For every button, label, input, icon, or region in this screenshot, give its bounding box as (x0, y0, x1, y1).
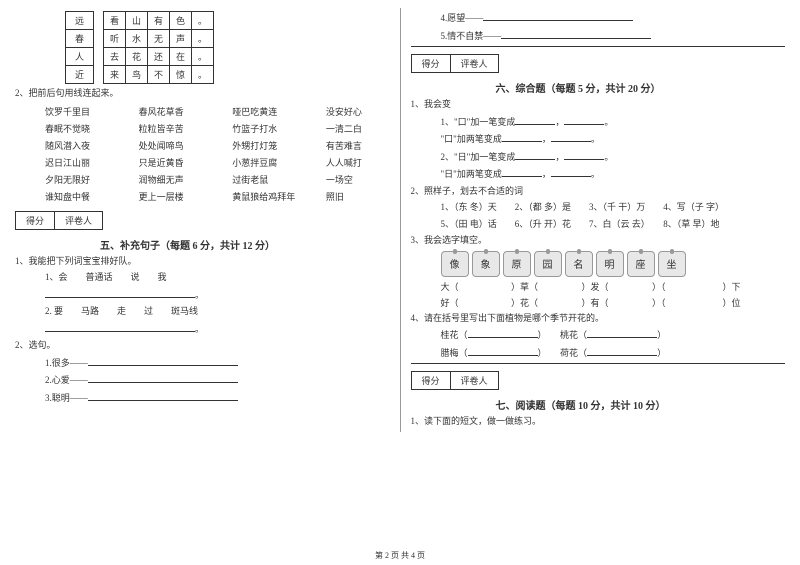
apple-char: 原 (503, 251, 531, 277)
s7q1-title: 1、读下面的短文，做一做练习。 (411, 415, 786, 429)
s6q2-title: 2、照样子，划去不合适的词 (411, 185, 786, 199)
section-7-title: 七、阅读题（每题 10 分，共计 10 分） (496, 397, 786, 412)
answer-line[interactable] (515, 150, 555, 160)
answer-line[interactable] (483, 11, 633, 21)
answer-line[interactable] (564, 115, 604, 125)
score-box: 得分评卷人 (411, 371, 499, 390)
answer-line[interactable] (502, 167, 542, 177)
answer-line[interactable] (88, 373, 238, 383)
poem-grid: 远看山有色。 春听水无声。 人去花还在。 近来鸟不惊。 (65, 11, 214, 84)
answer-line[interactable] (45, 322, 195, 332)
fill-row: 好（）花（）有（）（）位 (441, 296, 786, 309)
answer-line[interactable] (551, 167, 591, 177)
s5q1-a: 1、会 普通话 说 我 (45, 271, 390, 285)
answer-line[interactable] (515, 115, 555, 125)
answer-line[interactable] (88, 356, 238, 366)
s5q2-title: 2、选句。 (15, 339, 390, 353)
s6q1-title: 1、我会变 (411, 98, 786, 112)
answer-line[interactable] (564, 150, 604, 160)
s5q1-b: 2. 要 马路 走 过 斑马线 (45, 305, 390, 319)
page-footer: 第 2 页 共 4 页 (0, 550, 800, 561)
s5q1-title: 1、我能把下列词宝宝排好队。 (15, 255, 390, 269)
q2-title: 2、把前后句用线连起来。 (15, 87, 390, 101)
score-box: 得分评卷人 (411, 54, 499, 73)
cell: 远 (66, 12, 94, 30)
apple-char: 园 (534, 251, 562, 277)
left-column: 远看山有色。 春听水无声。 人去花还在。 近来鸟不惊。 2、把前后句用线连起来。… (15, 8, 390, 432)
answer-line[interactable] (587, 328, 657, 338)
apple-char: 座 (627, 251, 655, 277)
answer-line[interactable] (587, 346, 657, 356)
apple-char: 明 (596, 251, 624, 277)
match-block: 饮罗千里目春风花草香哑巴吃黄连没安好心 春眠不觉晓粒粒皆辛苦竹篮子打水一清二白 … (15, 105, 390, 203)
answer-line[interactable] (502, 132, 542, 142)
fill-row: 大（）草（）发（）（）下 (441, 280, 786, 293)
section-5-title: 五、补充句子（每题 6 分，共计 12 分） (100, 237, 390, 252)
answer-line[interactable] (501, 29, 651, 39)
apple-char: 名 (565, 251, 593, 277)
apple-char: 象 (472, 251, 500, 277)
answer-line[interactable] (468, 346, 538, 356)
apple-row: 像 象 原 园 名 明 座 坐 (441, 251, 786, 277)
answer-line[interactable] (45, 288, 195, 298)
score-box: 得分评卷人 (15, 211, 103, 230)
answer-line[interactable] (88, 391, 238, 401)
answer-line[interactable] (468, 328, 538, 338)
apple-char: 坐 (658, 251, 686, 277)
right-column: 4.愿望—— 5.情不自禁—— 得分评卷人 六、综合题（每题 5 分，共计 20… (411, 8, 786, 432)
s6q4-title: 4、请在括号里写出下面植物是哪个季节开花的。 (411, 312, 786, 326)
s6q3-title: 3、我会选字填空。 (411, 234, 786, 248)
section-6-title: 六、综合题（每题 5 分，共计 20 分） (496, 80, 786, 95)
answer-line[interactable] (551, 132, 591, 142)
page-divider (400, 8, 401, 432)
apple-char: 像 (441, 251, 469, 277)
